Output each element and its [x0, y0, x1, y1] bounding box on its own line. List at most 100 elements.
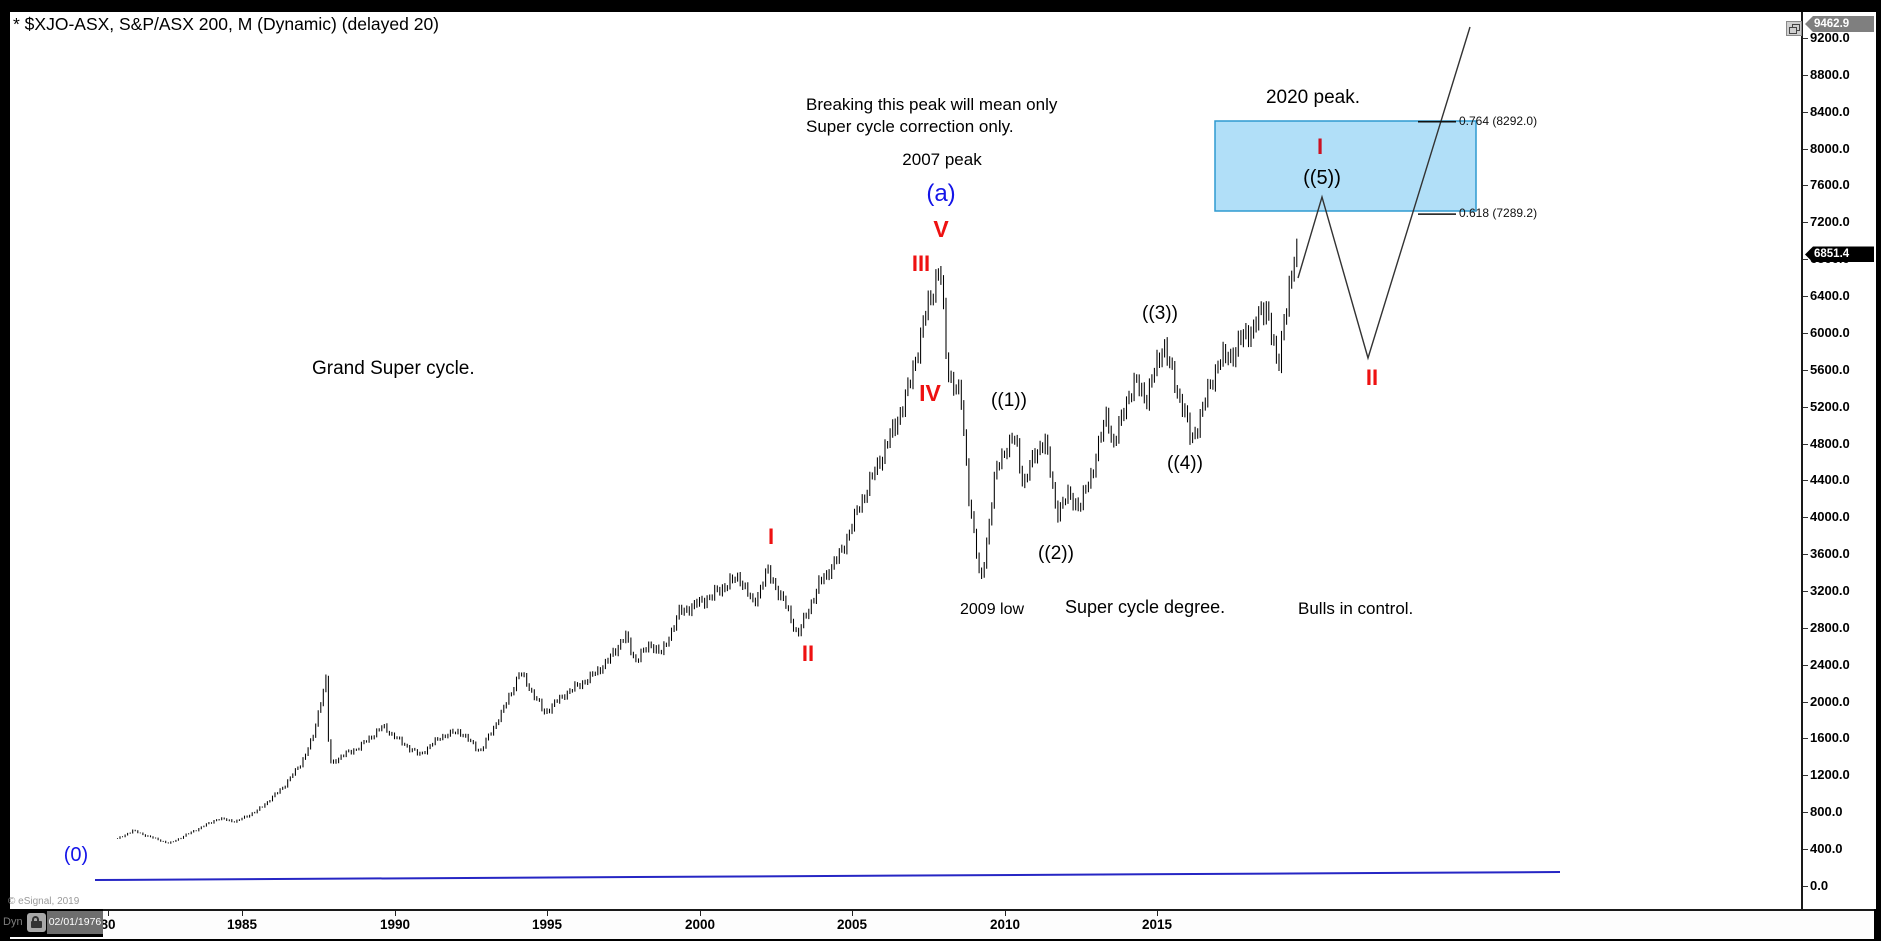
price-axis-label: 8800.0	[1810, 66, 1850, 82]
time-axis-label: 1985	[226, 917, 258, 932]
price-axis-tick	[1803, 406, 1808, 408]
price-axis-label: 6000.0	[1810, 324, 1850, 340]
price-axis-label: 4000.0	[1810, 509, 1850, 525]
price-axis-tick	[1803, 664, 1808, 666]
status-bar: Dyn 02/01/1976	[0, 909, 103, 937]
price-axis-label: 5600.0	[1810, 361, 1850, 377]
fib-level-label-0.618[interactable]: 0.618 (7289.2)	[1459, 206, 1538, 221]
price-axis-tick	[1803, 591, 1808, 593]
wave-c5[interactable]: ((5))	[1303, 167, 1341, 189]
note-2007-peak[interactable]: 2007 peak	[902, 150, 982, 169]
price-axis-label: 8400.0	[1810, 103, 1850, 119]
price-axis-label: 2800.0	[1810, 619, 1850, 635]
note-bulls-in-control[interactable]: Bulls in control.	[1298, 599, 1414, 618]
price-axis-tick	[1803, 222, 1808, 224]
price-axis-label: 4400.0	[1810, 472, 1850, 488]
price-axis-tick	[1803, 775, 1808, 777]
price-axis-label: 7600.0	[1810, 177, 1850, 193]
time-axis-tick	[1005, 911, 1006, 916]
price-axis-tick	[1803, 701, 1808, 703]
wave-c2[interactable]: ((2))	[1038, 543, 1074, 564]
price-axis-tick	[1803, 480, 1808, 482]
wave-II-mid[interactable]: II	[801, 641, 815, 666]
wave-c1[interactable]: ((1))	[991, 390, 1027, 411]
time-axis-tick	[1157, 911, 1158, 916]
padlock-icon[interactable]	[27, 913, 46, 932]
price-axis-label: 3600.0	[1810, 546, 1850, 562]
time-axis-label: 2015	[1141, 917, 1173, 932]
time-axis[interactable]: 80 1985 1990 1995 2000 2005 2010 2015	[10, 909, 1874, 939]
time-axis-tick	[700, 911, 701, 916]
price-axis-label: 8000.0	[1810, 140, 1850, 156]
price-axis-tick	[1803, 885, 1808, 887]
wave-c4[interactable]: ((4))	[1167, 453, 1203, 474]
price-axis-tick	[1803, 554, 1808, 556]
price-axis-label: 1600.0	[1810, 730, 1850, 746]
price-axis-tick	[1803, 738, 1808, 740]
price-bars	[116, 238, 1298, 844]
price-axis-tick	[1803, 259, 1808, 261]
session-high-price-tag: 9462.9	[1805, 16, 1874, 32]
price-axis-tick	[1803, 849, 1808, 851]
time-axis-label: 2010	[989, 917, 1021, 932]
wave-a[interactable]: (a)	[926, 180, 956, 207]
wave-II-right[interactable]: II	[1365, 365, 1379, 390]
price-axis-label: 0.0	[1810, 877, 1829, 893]
dynamic-mode-label: Dyn	[3, 916, 23, 928]
note-breaking-peak[interactable]: Breaking this peak will mean only Super …	[806, 95, 1058, 136]
price-axis-label: 9200.0	[1810, 30, 1850, 45]
note-super-cycle-degree[interactable]: Super cycle degree.	[1065, 597, 1226, 617]
fib-level-label-0.764[interactable]: 0.764 (8292.0)	[1459, 113, 1538, 128]
price-axis-tick	[1803, 296, 1808, 298]
time-axis-label: 1990	[379, 917, 411, 932]
first-bar-date-box[interactable]: 02/01/1976	[47, 911, 103, 934]
wave-I-top[interactable]: I	[1316, 134, 1324, 159]
note-2009-low[interactable]: 2009 low	[960, 601, 1025, 618]
price-axis-tick	[1803, 332, 1808, 334]
esignal-copyright: © eSignal, 2019	[8, 896, 80, 907]
price-axis-label: 4800.0	[1810, 435, 1850, 451]
price-axis-tick	[1803, 627, 1808, 629]
time-axis-tick	[547, 911, 548, 916]
fib-level-ticks[interactable]	[1418, 120, 1456, 215]
price-axis[interactable]: 9200.08800.08400.08000.07600.07200.06800…	[1801, 12, 1876, 909]
price-axis-label: 400.0	[1810, 841, 1843, 857]
wave-I-mid[interactable]: I	[767, 524, 775, 549]
price-axis-tick	[1803, 812, 1808, 814]
price-axis-tick	[1803, 148, 1808, 150]
time-axis-tick	[395, 911, 396, 916]
time-axis-label: 2005	[836, 917, 868, 932]
restore-window-icon[interactable]	[1786, 21, 1802, 36]
price-axis-label: 6400.0	[1810, 288, 1850, 304]
target-box[interactable]	[1214, 120, 1477, 212]
time-axis-tick	[852, 911, 853, 916]
wave-III[interactable]: III	[911, 251, 931, 276]
wave-0[interactable]: (0)	[63, 844, 89, 866]
price-axis-label: 5200.0	[1810, 398, 1850, 414]
note-grand-super-cycle[interactable]: Grand Super cycle.	[312, 358, 475, 379]
price-axis-tick	[1803, 74, 1808, 76]
time-axis-tick	[108, 911, 109, 916]
wave0-baseline[interactable]	[94, 871, 1561, 881]
price-axis-label: 7200.0	[1810, 214, 1850, 230]
wave-V[interactable]: V	[933, 216, 949, 242]
price-axis-label: 3200.0	[1810, 583, 1850, 599]
price-axis-label: 2400.0	[1810, 656, 1850, 672]
time-axis-label: 1995	[531, 917, 563, 932]
note-2020-peak[interactable]: 2020 peak.	[1265, 87, 1361, 108]
projection-lines[interactable]	[1297, 26, 1471, 361]
price-axis-tick	[1803, 517, 1808, 519]
wave-c3[interactable]: ((3))	[1142, 303, 1178, 324]
price-axis-label: 1200.0	[1810, 767, 1850, 783]
time-axis-tick	[242, 911, 243, 916]
chart-plot-area[interactable]	[10, 12, 1874, 937]
price-axis-tick	[1803, 38, 1808, 39]
time-axis-label: 80	[100, 917, 116, 932]
price-axis-tick	[1803, 443, 1808, 445]
price-axis-tick	[1803, 185, 1808, 187]
price-axis-tick	[1803, 369, 1808, 371]
price-axis-tick	[1803, 111, 1808, 113]
wave-IV[interactable]: IV	[919, 380, 941, 406]
